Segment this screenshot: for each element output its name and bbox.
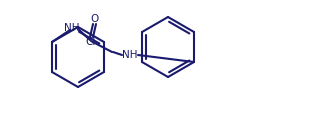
Text: NH: NH [122,50,138,60]
Text: Cl: Cl [86,37,96,47]
Text: O: O [90,14,98,24]
Text: NH: NH [64,23,80,33]
